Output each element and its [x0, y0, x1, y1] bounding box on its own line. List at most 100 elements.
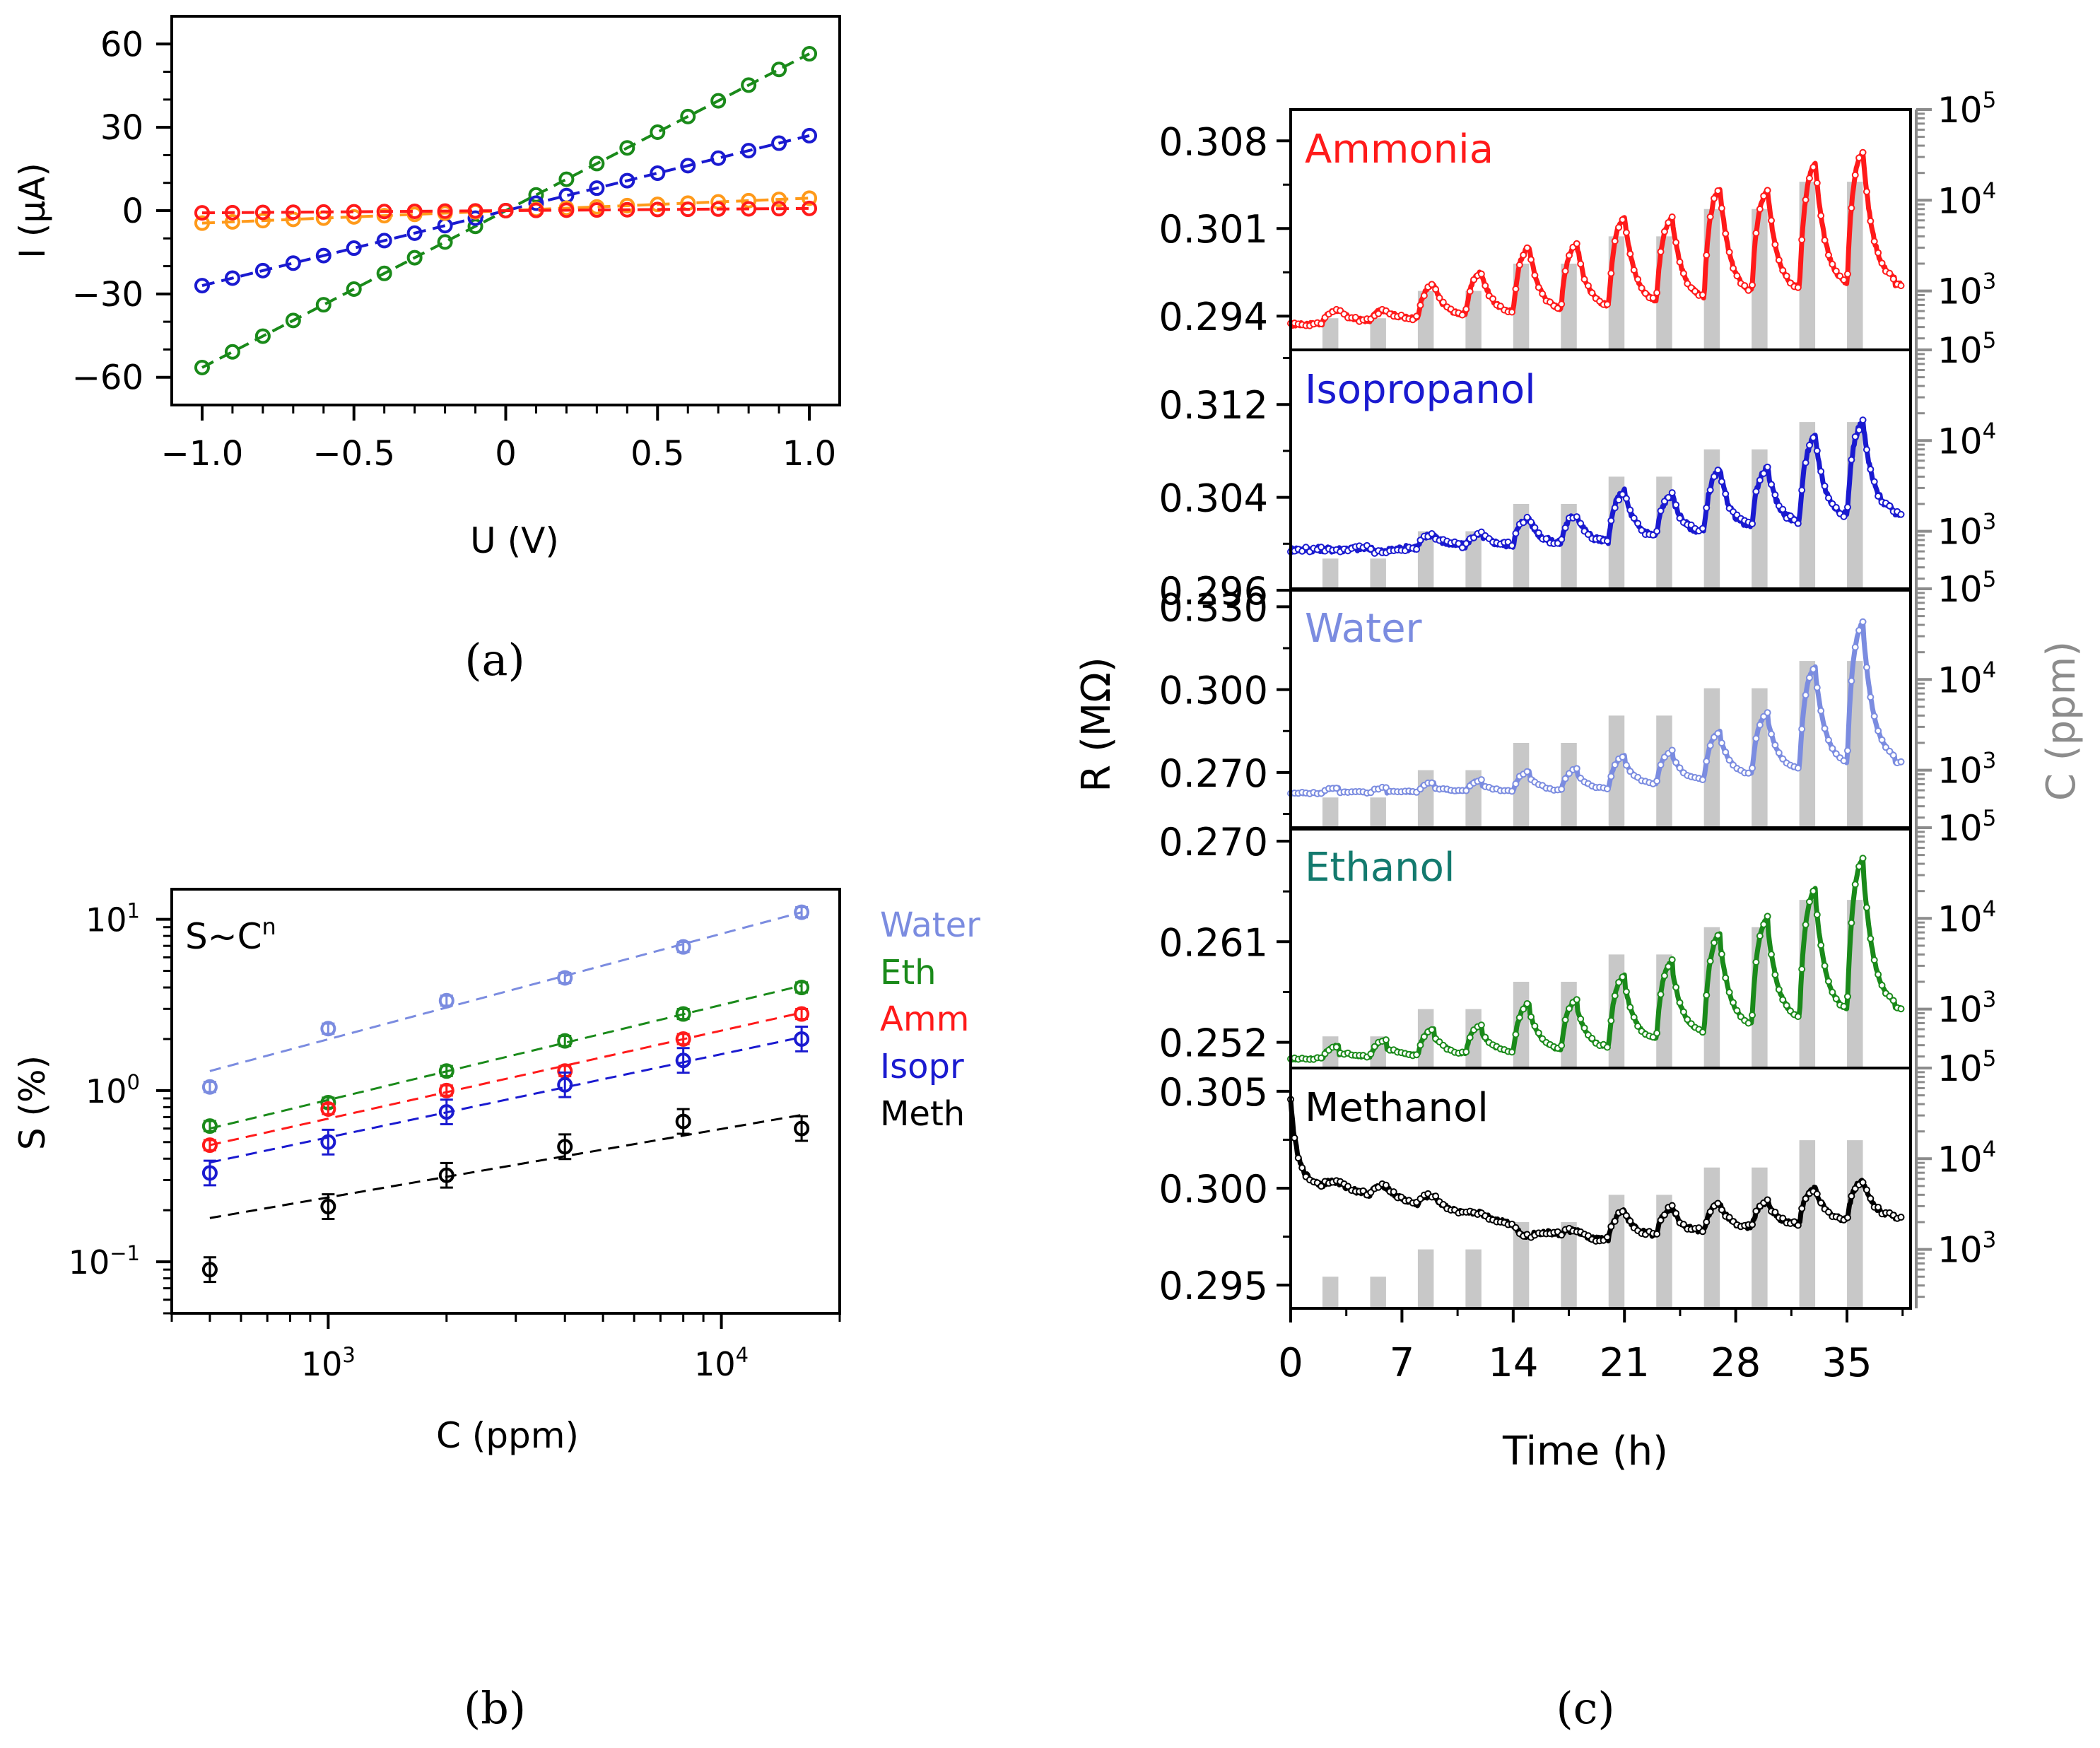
resistance-marker: [1626, 1217, 1634, 1225]
resistance-marker: [1706, 741, 1714, 749]
iv-y-tick-label: −60: [72, 358, 143, 398]
iv-point-red: [710, 201, 727, 217]
sensitivity-point-meth: [201, 1262, 218, 1278]
concentration-tick-label-exp: 5: [1983, 1046, 1997, 1072]
resistance-marker: [1875, 970, 1882, 978]
resistance-marker: [1367, 1050, 1375, 1058]
resistance-marker: [1775, 749, 1783, 756]
resistance-marker: [1798, 486, 1806, 494]
resistance-marker: [1798, 725, 1806, 733]
resistance-marker: [1809, 887, 1817, 895]
concentration-bar: [1608, 715, 1625, 829]
iv-fit-line-red: [201, 206, 810, 215]
resistance-marker: [1577, 1015, 1585, 1023]
sensitivity-point-isopr: [201, 1165, 218, 1181]
resistance-marker: [1703, 991, 1711, 999]
iv-y-axis-label: I (μA): [12, 163, 53, 259]
resistance-marker: [1813, 179, 1821, 187]
resistance-y-tick-label: 0.308: [1158, 119, 1268, 164]
resistance-marker: [1809, 163, 1817, 171]
resistance-marker: [1718, 950, 1725, 958]
resistance-marker: [1558, 300, 1566, 308]
resistance-marker: [1561, 524, 1569, 532]
sensitivity-point-eth: [438, 1063, 454, 1079]
resistance-marker: [1420, 1033, 1428, 1040]
resistance-marker: [1764, 709, 1771, 717]
resistance-marker: [1298, 1164, 1306, 1172]
time-tick-label: 28: [1711, 1340, 1761, 1386]
iv-point-green: [315, 297, 332, 313]
resistance-marker: [1367, 545, 1375, 553]
resistance-marker: [1489, 295, 1497, 303]
resistance-marker: [1832, 503, 1840, 511]
resistance-y-tick-label: 0.270: [1158, 751, 1268, 796]
resistance-marker: [1756, 205, 1764, 213]
concentration-tick-label: 105: [1937, 328, 1996, 371]
iv-point-red: [741, 201, 757, 217]
iv-point-green: [558, 171, 575, 187]
concentration-bar: [1417, 531, 1434, 590]
resistance-marker: [1848, 677, 1855, 685]
resistance-marker: [1832, 995, 1840, 1003]
resistance-marker: [1855, 426, 1863, 434]
resistance-marker: [1848, 1192, 1855, 1200]
resistance-marker: [1725, 988, 1733, 996]
resistance-marker: [1821, 962, 1829, 970]
resistance-marker: [1733, 1007, 1741, 1014]
concentration-tick-label: 105: [1937, 1046, 1996, 1089]
concentration-tick-label-base: 10: [1937, 512, 1983, 553]
resistance-marker: [1477, 270, 1485, 278]
resistance-marker: [1615, 496, 1623, 504]
concentration-bar: [1417, 770, 1434, 829]
concentration-tick-label: 103: [1937, 987, 1996, 1031]
resistance-marker: [1817, 707, 1825, 715]
resistance-marker: [1508, 1048, 1516, 1056]
iv-point-orange: [254, 213, 271, 229]
resistance-marker: [1611, 504, 1619, 512]
resistance-marker: [1558, 1042, 1566, 1050]
concentration-tick-label-base: 10: [1937, 421, 1983, 462]
iv-series-blue: [194, 127, 818, 294]
resistance-marker: [1668, 489, 1676, 497]
resistance-marker: [1558, 785, 1566, 793]
analyte-label-water: Water: [1305, 606, 1423, 652]
resistance-marker: [1764, 187, 1771, 194]
resistance-marker: [1798, 1204, 1806, 1212]
resistance-marker: [1634, 1022, 1642, 1030]
resistance-marker: [1897, 510, 1905, 518]
panel-label-c: (c): [1556, 1682, 1614, 1734]
resistance-marker: [1520, 519, 1527, 527]
resistance-marker: [1794, 1013, 1802, 1021]
resistance-marker: [1725, 248, 1733, 256]
resistance-marker: [1668, 746, 1676, 754]
resistance-marker: [1824, 737, 1832, 744]
resistance-marker: [1802, 196, 1809, 204]
resistance-stack: 0.2940.3010.308103104105Ammonia0.2960.30…: [1158, 88, 1996, 1310]
resistance-marker: [1699, 524, 1706, 532]
legend-entry-water: Water: [880, 905, 980, 945]
resistance-marker: [1768, 730, 1776, 738]
resistance-marker: [1436, 294, 1443, 302]
time-axis-ticks: 0 7 14 21 28 35: [1278, 1308, 1904, 1386]
resistance-marker: [1603, 785, 1611, 792]
resistance-marker: [1863, 446, 1870, 454]
resistance-marker: [1668, 956, 1676, 963]
resistance-marker: [1867, 1195, 1875, 1202]
resistance-marker: [1875, 727, 1882, 734]
resistance-marker: [1584, 531, 1592, 539]
iv-x-axis-label: U (V): [470, 520, 559, 561]
resistance-marker: [1573, 996, 1580, 1004]
resistance-marker: [1824, 251, 1832, 259]
resistance-marker: [1466, 288, 1474, 295]
iv-point-red: [254, 204, 271, 221]
iv-point-blue: [802, 127, 818, 143]
sensitivity-point-isopr: [794, 1031, 810, 1047]
concentration-tick-label-base: 10: [1937, 898, 1983, 939]
sensitivity-legend: Water Eth Amm Isopr Meth: [880, 905, 980, 1134]
sensitivity-point-isopr: [320, 1134, 336, 1150]
sensitivity-point-eth: [201, 1118, 218, 1134]
resistance-marker: [1771, 741, 1779, 749]
